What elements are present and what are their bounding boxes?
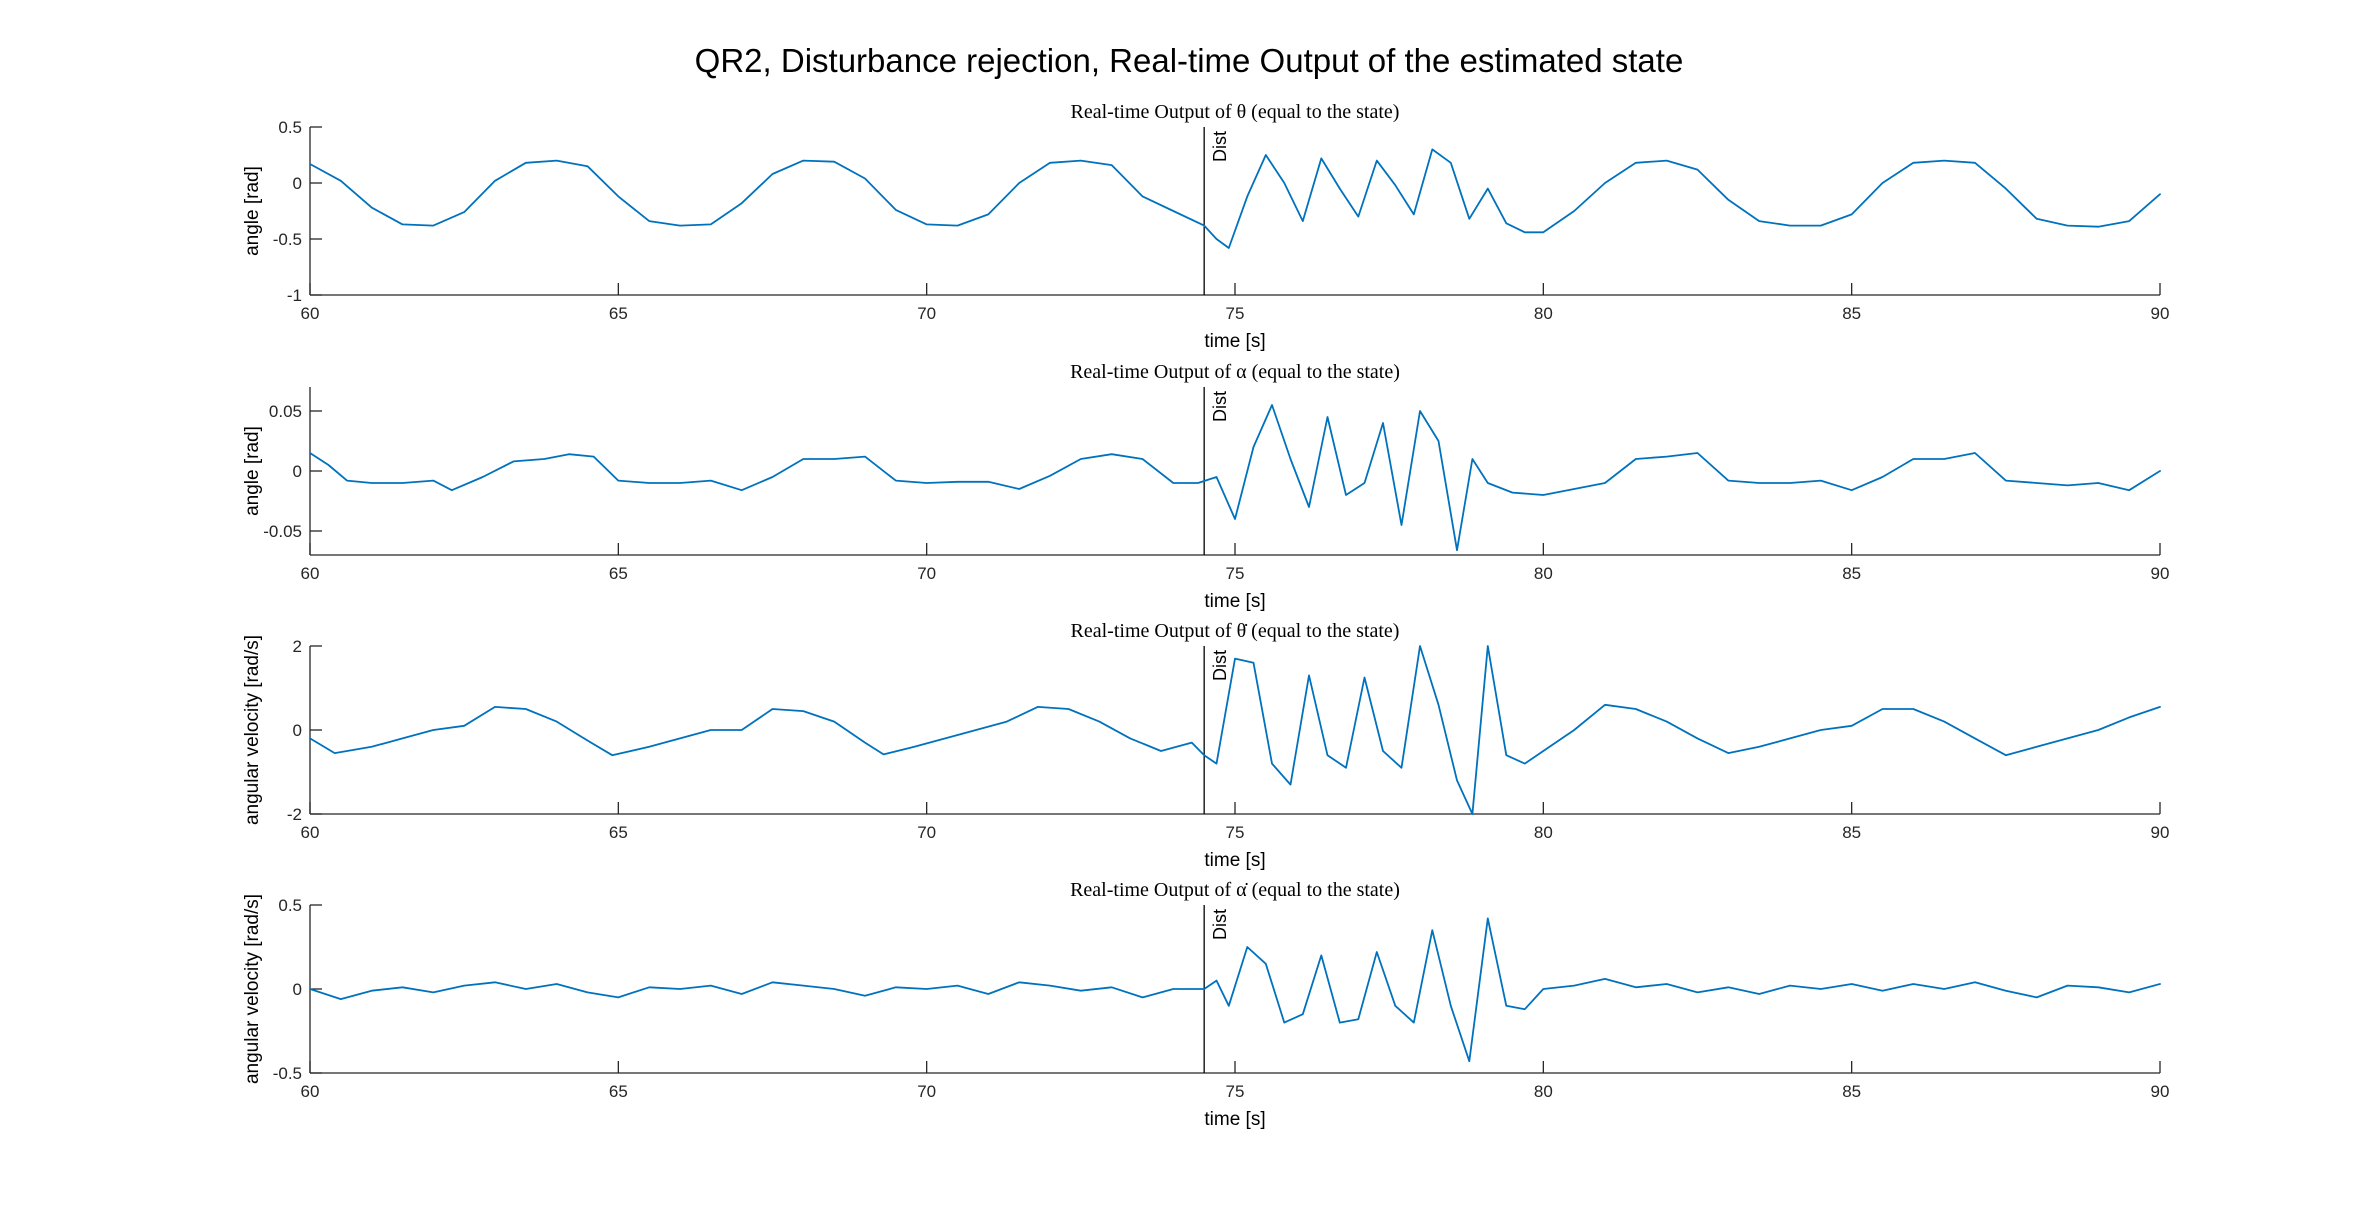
x-tick-label: 80 <box>1534 564 1553 583</box>
x-axis-label: time [s] <box>1204 1109 1265 1130</box>
series-line-1 <box>309 917 2161 1063</box>
x-tick-label: 90 <box>2151 1082 2170 1101</box>
x-tick-label: 70 <box>917 304 936 323</box>
x-tick-label: 85 <box>1842 823 1861 842</box>
subplot-title: Real-time Output of θ (equal to the stat… <box>1071 101 1400 123</box>
subplot-3: 60 65 70 75 80 85 90 -2 0 2 Real-time Output of θ̇… <box>242 620 2169 871</box>
disturbance-label: Dist <box>1210 391 1230 422</box>
figure-title: QR2, Disturbance rejection, Real-time Ou… <box>695 42 1684 79</box>
y-tick-label: -0.05 <box>263 522 302 541</box>
subplot-4: 60 65 70 75 80 85 90 -0.5 0 0.5 Real-time Output o… <box>242 879 2169 1130</box>
x-axis-label: time [s] <box>1204 591 1265 612</box>
x-tick-label: 90 <box>2151 823 2170 842</box>
subplot-title: Real-time Output of α (equal to the stat… <box>1070 361 1400 383</box>
x-tick-label: 60 <box>301 564 320 583</box>
series-line-1 <box>309 148 2161 249</box>
x-tick-label: 90 <box>2151 304 2170 323</box>
x-tick-label: 75 <box>1226 1082 1245 1101</box>
y-tick-label: -0.5 <box>273 1064 302 1083</box>
y-tick-label: -2 <box>287 805 302 824</box>
x-tick-label: 85 <box>1842 1082 1861 1101</box>
y-tick-label: 0 <box>293 721 302 740</box>
series-line-1 <box>309 645 2161 815</box>
x-tick-label: 80 <box>1534 823 1553 842</box>
x-tick-label: 80 <box>1534 1082 1553 1101</box>
y-tick-label: 2 <box>293 637 302 656</box>
subplot-title: Real-time Output of α̇ (equal to the sta… <box>1070 879 1400 901</box>
y-axis-label: angular velocity [rad/s] <box>242 894 263 1084</box>
x-tick-label: 60 <box>301 304 320 323</box>
disturbance-label: Dist <box>1210 909 1230 940</box>
y-axis-label: angle [rad] <box>242 426 263 516</box>
y-axis-label: angle [rad] <box>242 166 263 256</box>
y-tick-label: 0 <box>293 174 302 193</box>
disturbance-label: Dist <box>1210 650 1230 681</box>
x-tick-label: 90 <box>2151 564 2170 583</box>
subplot-title: Real-time Output of θ̇ (equal to the sta… <box>1071 620 1400 642</box>
y-axis-label: angular velocity [rad/s] <box>242 635 263 825</box>
y-tick-label: 0 <box>293 462 302 481</box>
x-axis-label: time [s] <box>1204 850 1265 871</box>
x-tick-label: 65 <box>609 1082 628 1101</box>
x-tick-label: 60 <box>301 1082 320 1101</box>
subplot-1: 60 65 70 75 80 85 90 -1 -0.5 0 0.5 Real-time Output… <box>242 101 2169 352</box>
y-tick-label: -1 <box>287 286 302 305</box>
x-tick-label: 75 <box>1226 304 1245 323</box>
x-tick-label: 85 <box>1842 564 1861 583</box>
y-tick-label: -0.5 <box>273 230 302 249</box>
x-tick-label: 80 <box>1534 304 1553 323</box>
y-tick-label: 0.5 <box>278 896 302 915</box>
subplot-2: 60 65 70 75 80 85 90 -0.05 0 0.05 Real-time Output… <box>242 361 2169 612</box>
disturbance-label: Dist <box>1210 131 1230 162</box>
x-tick-label: 60 <box>301 823 320 842</box>
y-tick-label: 0 <box>293 980 302 999</box>
x-tick-label: 85 <box>1842 304 1861 323</box>
x-tick-label: 75 <box>1226 564 1245 583</box>
x-tick-label: 65 <box>609 304 628 323</box>
x-tick-label: 70 <box>917 823 936 842</box>
y-tick-label: 0.05 <box>269 402 302 421</box>
x-tick-label: 65 <box>609 823 628 842</box>
x-tick-label: 65 <box>609 564 628 583</box>
x-axis-label: time [s] <box>1204 331 1265 352</box>
x-tick-label: 70 <box>917 564 936 583</box>
y-tick-label: 0.5 <box>278 118 302 137</box>
x-tick-label: 75 <box>1226 823 1245 842</box>
x-tick-label: 70 <box>917 1082 936 1101</box>
axes-root: 60 65 70 75 80 85 90 -1 -0.5 0 0.5 Real-time Output… <box>242 101 2169 1130</box>
series-line-1 <box>309 404 2161 552</box>
